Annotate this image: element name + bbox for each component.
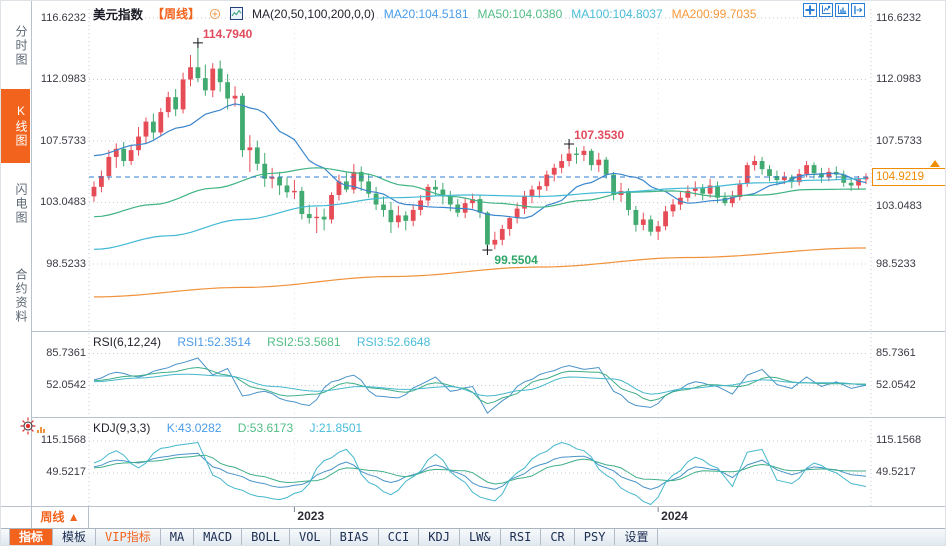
tab-template[interactable]: 模板 <box>53 529 97 545</box>
tabbar-spacer <box>1 529 10 545</box>
kdj-axis-label: 49.5217 <box>46 466 86 478</box>
pan-right-icon[interactable] <box>851 3 865 17</box>
tab-vol[interactable]: VOL <box>290 529 331 545</box>
kdj-axis-label: 49.5217 <box>876 466 916 478</box>
tab-rsi[interactable]: RSI <box>501 529 542 545</box>
annotation-2: 99.5504 <box>494 253 538 268</box>
add-compare-icon[interactable] <box>209 8 221 20</box>
tab-bias[interactable]: BIAS <box>331 529 379 545</box>
ma100-value: MA100:104.8037 <box>571 6 663 21</box>
rsi-axis-label: 52.0542 <box>46 379 86 391</box>
rsi-axis-label: 52.0542 <box>876 379 916 391</box>
crosshair-icon[interactable] <box>803 3 817 17</box>
sidebar-item-kline-chart[interactable]: K线图 <box>1 89 30 163</box>
main-axis-label: 98.5233 <box>46 258 86 270</box>
ma-param-label: MA(20,50,100,200,0,0) <box>252 6 375 21</box>
kdj-axis-label: 115.1568 <box>40 434 86 446</box>
main-axis-label: 98.5233 <box>876 258 916 270</box>
chart-line-scale-icon[interactable] <box>819 3 833 17</box>
hot-indicator-icon[interactable] <box>18 417 38 435</box>
chart-toolbar <box>803 3 865 17</box>
main-axis-label: 107.5733 <box>40 135 86 147</box>
rsi1-value: RSI1:52.3514 <box>177 335 251 349</box>
indicator-tabbar: 指标 模板 VIP指标 MA MACD BOLL VOL BIAS CCI KD… <box>1 528 945 545</box>
tab-macd[interactable]: MACD <box>194 529 243 545</box>
annotation-0: 114.7940 <box>202 26 253 41</box>
rsi3-value: RSI3:52.6648 <box>356 335 431 349</box>
sidebar-item-contract-info[interactable]: 合约资料 <box>14 268 28 324</box>
year-label-1: 2024 <box>661 509 688 523</box>
tab-psy[interactable]: PSY <box>575 529 616 545</box>
rsi2-value: RSI2:53.5681 <box>267 335 341 349</box>
period-badge: 【周线】 <box>152 7 201 21</box>
main-axis-label: 116.6232 <box>40 12 86 24</box>
kdj-d-value: D:53.6173 <box>237 421 294 435</box>
tab-settings[interactable]: 设置 <box>615 529 659 545</box>
main-axis-label: 116.6232 <box>876 12 922 24</box>
sidebar-item-time-chart[interactable]: 分时图 <box>14 25 28 67</box>
kdj-j-value: J:21.8501 <box>309 421 363 435</box>
main-axis-label: 112.0983 <box>40 73 86 85</box>
main-axis-label: 107.5733 <box>876 135 922 147</box>
sidebar-item-flash-chart[interactable]: 闪电图 <box>14 183 28 225</box>
kdj-header: KDJ(9,3,3) K:43.0282 D:53.6173 J:21.8501 <box>93 421 375 435</box>
year-label-0: 2023 <box>297 509 325 523</box>
rsi-title: RSI(6,12,24) <box>93 335 162 349</box>
ma200-value: MA200:99.7035 <box>671 6 757 21</box>
rsi-header: RSI(6,12,24) RSI1:52.3514 RSI2:53.5681 R… <box>93 335 443 349</box>
tab-vip-indicator[interactable]: VIP指标 <box>96 529 161 545</box>
chart-header: 美元指数 【周线】 MA(20,50,100,200,0,0) MA20:104… <box>93 4 765 23</box>
tab-boll[interactable]: BOLL <box>242 529 290 545</box>
current-price-tag: 104.9219 <box>872 168 945 187</box>
kdj-axis-label: 115.1568 <box>876 434 922 446</box>
tab-lwr[interactable]: LW& <box>460 529 501 545</box>
tab-indicator[interactable]: 指标 <box>10 529 54 545</box>
kdj-k-value: K:43.0282 <box>166 421 222 435</box>
period-selector-button[interactable]: 周线 ▲ <box>31 507 89 528</box>
tab-kdj[interactable]: KDJ <box>419 529 460 545</box>
annotation-1: 107.3530 <box>574 127 625 142</box>
ma50-value: MA50:104.0380 <box>477 6 563 21</box>
mini-chart-icon <box>37 427 45 433</box>
rsi-axis-label: 85.7361 <box>876 347 916 359</box>
kline-style-icon <box>230 7 244 20</box>
rsi-axis-label: 85.7361 <box>46 347 86 359</box>
main-axis-label: 112.0983 <box>876 73 922 85</box>
tab-cr[interactable]: CR <box>541 529 575 545</box>
chart-bar-scale-icon[interactable] <box>835 3 849 17</box>
symbol-title: 美元指数 <box>93 8 144 22</box>
main-axis-label: 103.0483 <box>876 200 922 212</box>
kdj-title: KDJ(9,3,3) <box>93 421 151 435</box>
main-axis-label: 103.0483 <box>40 196 86 208</box>
tab-cci[interactable]: CCI <box>379 529 420 545</box>
price-arrow-icon[interactable] <box>930 160 940 168</box>
tab-ma[interactable]: MA <box>161 529 195 545</box>
ma20-value: MA20:104.5181 <box>383 6 469 21</box>
